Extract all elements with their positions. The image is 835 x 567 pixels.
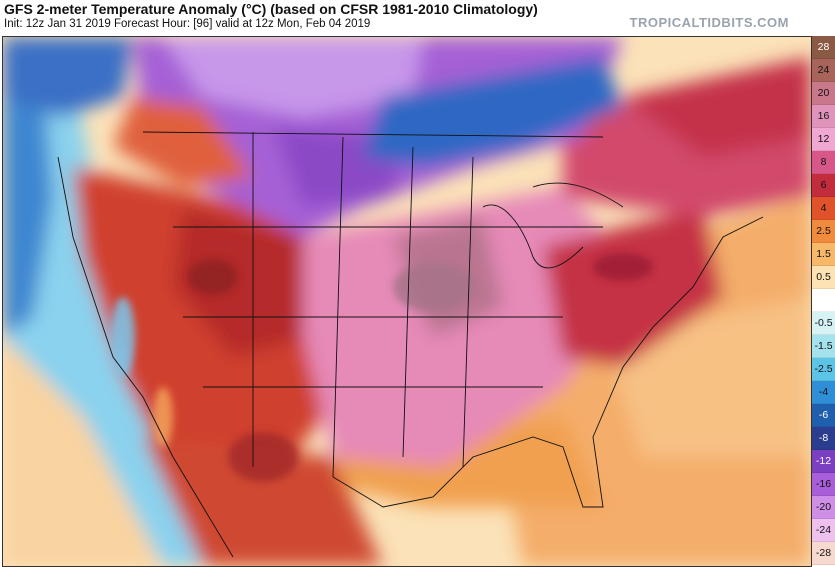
colorbar-level: 1.5 [812, 243, 835, 266]
colorbar-level: -4 [812, 381, 835, 404]
boundary-lines [57, 131, 764, 558]
colorbar-level: 28 [812, 36, 835, 59]
colorbar-level: -2.5 [812, 358, 835, 381]
source-watermark: TROPICALTIDBITS.COM [629, 15, 789, 30]
map-header: GFS 2-meter Temperature Anomaly (°C) (ba… [0, 0, 835, 34]
colorbar-level: -24 [812, 519, 835, 542]
anomaly-map [2, 36, 812, 567]
colorbar-level: -8 [812, 427, 835, 450]
colorbar-level: -20 [812, 496, 835, 519]
colorbar-level: 6 [812, 174, 835, 197]
terrain-detail [111, 253, 653, 482]
colorbar-level: -28 [812, 542, 835, 565]
colorbar-level: 16 [812, 105, 835, 128]
colorbar-level: 0.5 [812, 266, 835, 289]
colorbar-level: 12 [812, 128, 835, 151]
colorbar-level: -6 [812, 404, 835, 427]
colorbar-level: 20 [812, 82, 835, 105]
colorbar-level: 4 [812, 197, 835, 220]
colorbar-legend: 28 24 20 16 12 8 6 4 2.5 1.5 0.5 -0.5 -1.5 -2.5 -4 -6 -8… [812, 36, 835, 565]
anomaly-map-graphic [3, 37, 811, 566]
colorbar-level: -1.5 [812, 335, 835, 358]
anomaly-fields [3, 37, 811, 566]
forecast-info: Init: 12z Jan 31 2019 Forecast Hour: [96… [4, 18, 371, 30]
colorbar-level: 2.5 [812, 220, 835, 243]
colorbar-level: -0.5 [812, 312, 835, 335]
colorbar-level: 8 [812, 151, 835, 174]
map-title: GFS 2-meter Temperature Anomaly (°C) (ba… [4, 1, 538, 17]
colorbar-level: -12 [812, 450, 835, 473]
colorbar-level [812, 289, 835, 312]
colorbar-level: 24 [812, 59, 835, 82]
colorbar-level: -16 [812, 473, 835, 496]
